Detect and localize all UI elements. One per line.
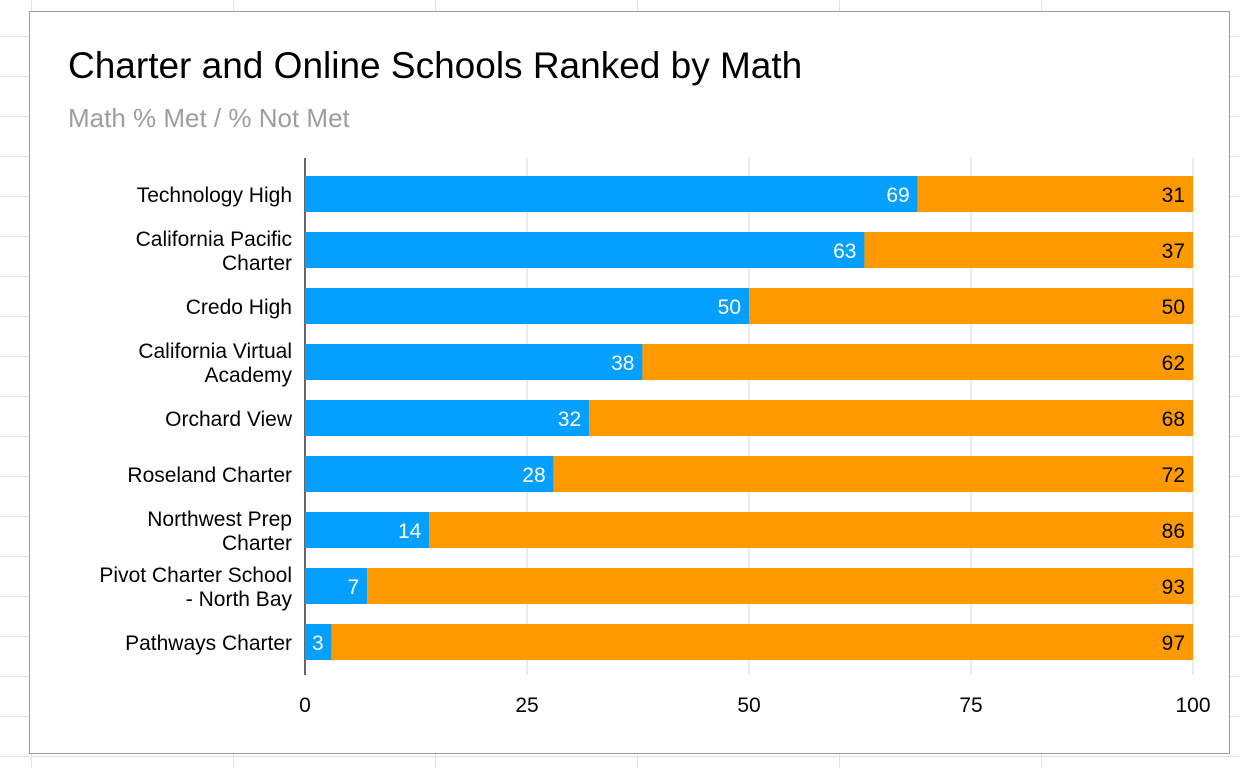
- category-label-line: California Virtual: [138, 340, 292, 363]
- data-label-not-met: 62: [1162, 352, 1185, 375]
- data-label-met: 7: [347, 576, 359, 599]
- category-label: California Pacific Charter: [136, 228, 292, 275]
- data-label-not-met: 68: [1162, 408, 1185, 431]
- x-tick-label: 100: [1175, 694, 1210, 717]
- category-label: Technology High: [137, 184, 292, 207]
- category-label: California Virtual Academy: [138, 340, 292, 387]
- category-label-line: Technology High: [137, 184, 292, 207]
- category-label-line: Academy: [204, 364, 292, 387]
- category-label: Roseland Charter: [127, 464, 292, 487]
- bar-met: [305, 456, 554, 492]
- bar-met: [305, 624, 332, 660]
- bar-met: [305, 512, 430, 548]
- category-label-line: Pivot Charter School: [99, 564, 292, 587]
- category-label-line: - North Bay: [186, 588, 293, 611]
- x-tick-label: 25: [515, 694, 538, 717]
- category-label-line: Credo High: [186, 296, 292, 319]
- category-label: Pathways Charter: [125, 632, 292, 655]
- category-label-line: California Pacific: [136, 228, 292, 251]
- data-label-met: 69: [886, 184, 909, 207]
- x-tick-label: 0: [299, 694, 311, 717]
- category-label-line: Charter: [222, 252, 292, 275]
- category-label: Pivot Charter School - North Bay: [99, 564, 292, 611]
- data-label-not-met: 93: [1162, 576, 1185, 599]
- data-label-not-met: 72: [1162, 464, 1185, 487]
- category-label: Northwest Prep Charter: [147, 508, 292, 555]
- bar-not-met: [642, 344, 1193, 380]
- data-label-not-met: 97: [1162, 632, 1185, 655]
- bar-not-met: [331, 624, 1193, 660]
- category-label-line: Orchard View: [165, 408, 293, 431]
- x-tick-label: 50: [737, 694, 760, 717]
- x-tick-label: 75: [959, 694, 982, 717]
- chart-subtitle: Math % Met / % Not Met: [68, 103, 350, 133]
- bar-not-met: [553, 456, 1193, 492]
- data-label-not-met: 50: [1162, 296, 1185, 319]
- data-label-met: 50: [718, 296, 741, 319]
- data-label-met: 3: [312, 632, 324, 655]
- chart-title: Charter and Online Schools Ranked by Mat…: [68, 45, 803, 86]
- bar-met: [305, 400, 590, 436]
- bar-met: [305, 176, 918, 212]
- data-label-met: 32: [558, 408, 581, 431]
- bar-met: [305, 344, 643, 380]
- data-label-met: 28: [522, 464, 545, 487]
- bar-met: [305, 232, 865, 268]
- data-label-not-met: 31: [1162, 184, 1185, 207]
- bar-not-met: [367, 568, 1193, 604]
- data-label-not-met: 37: [1162, 240, 1185, 263]
- data-label-met: 14: [398, 520, 422, 543]
- category-label-line: Charter: [222, 532, 292, 555]
- chart-frame: Charter and Online Schools Ranked by Mat…: [29, 11, 1230, 754]
- bar-not-met: [864, 232, 1193, 268]
- bar-not-met: [917, 176, 1193, 212]
- bar-not-met: [429, 512, 1193, 548]
- bar-met: [305, 288, 749, 324]
- bar-not-met: [589, 400, 1193, 436]
- category-label-line: Northwest Prep: [147, 508, 292, 531]
- category-label-line: Roseland Charter: [127, 464, 292, 487]
- category-label-line: Pathways Charter: [125, 632, 292, 655]
- data-label-met: 63: [833, 240, 856, 263]
- data-label-not-met: 86: [1162, 520, 1185, 543]
- bar-met: [305, 568, 368, 604]
- category-label: Credo High: [186, 296, 292, 319]
- category-label: Orchard View: [165, 408, 293, 431]
- data-label-met: 38: [611, 352, 634, 375]
- bar-not-met: [749, 288, 1193, 324]
